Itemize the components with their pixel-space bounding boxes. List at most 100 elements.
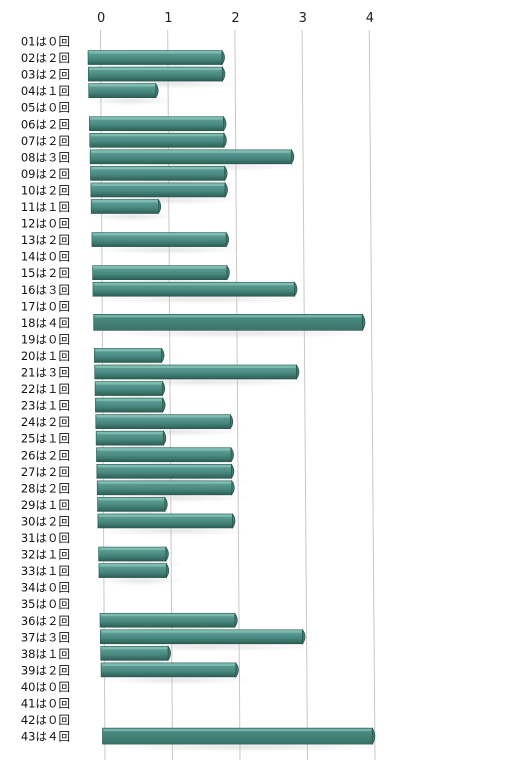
category-label: 15は２回 <box>21 266 70 280</box>
category-label: 01は０回 <box>21 35 70 49</box>
category-label: 20は１回 <box>21 349 70 363</box>
category-label: 41は０回 <box>21 697 70 711</box>
category-label: 38は１回 <box>21 647 70 661</box>
bar-end-cap <box>362 313 366 332</box>
category-label: 04は１回 <box>21 84 70 98</box>
bar-highlight <box>103 729 372 732</box>
bar-highlight <box>96 382 162 385</box>
bar <box>100 645 171 662</box>
bar-end-cap <box>223 132 227 149</box>
bar-end-cap <box>302 628 306 645</box>
bar <box>88 66 226 83</box>
category-label: 17は０回 <box>21 299 70 313</box>
x-tick-labels: 0 1 2 3 4 <box>97 11 374 26</box>
bar-shadow <box>89 244 245 255</box>
bar <box>94 364 300 380</box>
bar-shadow <box>95 525 251 536</box>
bar-highlight <box>94 315 362 318</box>
bar-shadow <box>100 742 391 753</box>
bar-end-cap <box>164 496 168 513</box>
bar-end-cap <box>291 148 295 165</box>
bar-highlight <box>90 134 223 137</box>
bar-highlight <box>91 183 225 186</box>
bar-highlight <box>93 283 294 286</box>
bar-end-cap <box>158 198 162 215</box>
category-label: 26は２回 <box>21 448 70 462</box>
bar-end-cap <box>162 380 166 397</box>
category-label: 36は２回 <box>21 614 70 628</box>
bar-highlight <box>97 432 163 435</box>
category-label: 39は２回 <box>21 663 70 677</box>
bar <box>87 49 225 66</box>
bar-highlight <box>89 84 155 87</box>
category-label: 08は３回 <box>21 150 70 164</box>
category-label: 27は２回 <box>21 465 70 479</box>
category-label: 19は０回 <box>21 332 70 346</box>
category-label: 33は１回 <box>21 564 70 578</box>
bar-end-cap <box>163 430 167 447</box>
bar-end-cap <box>223 115 227 132</box>
bar <box>90 165 228 182</box>
bar-highlight <box>99 564 166 567</box>
category-label: 03は２回 <box>21 68 70 82</box>
category-label: 29は１回 <box>21 498 70 512</box>
bar-highlight <box>98 481 231 484</box>
bar-end-cap <box>232 513 236 529</box>
bar-highlight <box>90 117 223 120</box>
category-label: 07は２回 <box>21 134 70 148</box>
category-label: 09は２回 <box>21 167 70 181</box>
category-label: 13は２回 <box>21 233 70 247</box>
bar-end-cap <box>161 347 165 364</box>
bar <box>97 496 168 513</box>
bar-end-cap <box>296 364 300 380</box>
bar-end-cap <box>226 264 230 281</box>
category-label: 18は４回 <box>21 316 70 330</box>
bar-highlight <box>101 647 168 650</box>
bar-highlight <box>96 415 230 418</box>
bar <box>96 446 234 463</box>
bar-shadow <box>89 211 177 222</box>
category-label: 21は３回 <box>21 366 70 380</box>
category-label: 25は１回 <box>21 432 70 446</box>
bar <box>96 479 235 496</box>
bar-end-cap <box>231 463 235 480</box>
bar-end-cap <box>225 231 230 248</box>
category-label: 43は４回 <box>21 730 70 744</box>
bar <box>95 397 166 414</box>
x-tick-label: 3 <box>299 11 307 26</box>
bar-shadow <box>96 575 185 586</box>
bar-end-cap <box>230 413 234 430</box>
category-label: 37は３回 <box>21 630 70 644</box>
category-label: 40は０回 <box>21 680 70 694</box>
category-label: 16は３回 <box>21 283 70 297</box>
bar-shadow <box>86 95 174 106</box>
category-label: 02は２回 <box>21 51 70 65</box>
bar <box>91 231 230 248</box>
bar-highlight <box>95 349 161 352</box>
category-label: 42は０回 <box>21 713 70 727</box>
category-label: 32は１回 <box>21 548 70 562</box>
bar-highlight <box>99 548 165 551</box>
bar-end-cap <box>231 479 235 496</box>
bar-end-cap <box>155 82 159 99</box>
bar <box>95 413 234 430</box>
bar-end-cap <box>221 49 225 66</box>
bar <box>100 628 306 645</box>
bar <box>90 198 162 215</box>
bar <box>89 148 295 165</box>
category-label: 24は２回 <box>21 415 70 429</box>
bar-shadow <box>99 674 254 685</box>
bar-end-cap <box>166 562 170 579</box>
category-label: 05は０回 <box>21 101 70 115</box>
bar-highlight <box>101 614 234 617</box>
category-label: 14は０回 <box>21 250 70 264</box>
bar-end-cap <box>222 66 226 83</box>
bar-end-cap <box>224 165 228 182</box>
bar-shadow <box>91 328 381 339</box>
category-label: 10は２回 <box>21 183 70 197</box>
bar-highlight <box>92 233 226 236</box>
category-label: 11は１回 <box>21 200 70 214</box>
bar-end-cap <box>372 727 376 746</box>
bar-highlight <box>92 200 158 203</box>
bar <box>90 182 228 198</box>
